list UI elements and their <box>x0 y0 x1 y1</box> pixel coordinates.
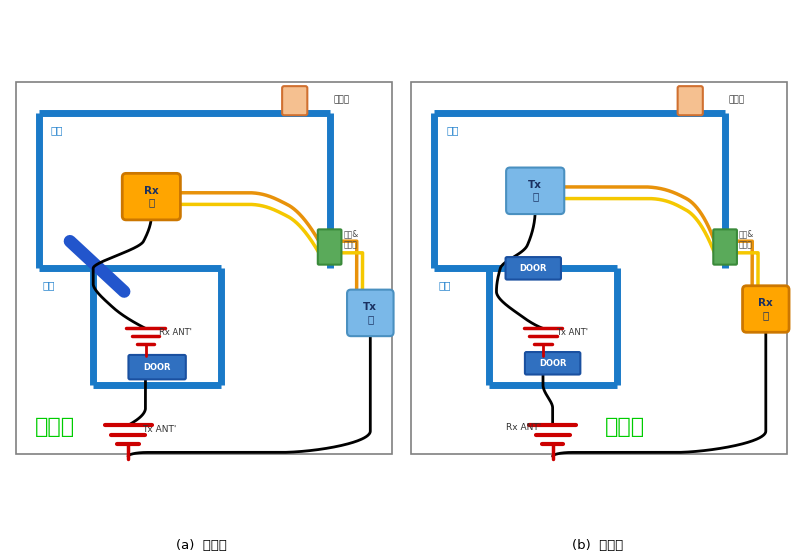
Text: 내실: 내실 <box>51 125 63 135</box>
Text: DOOR: DOOR <box>520 264 547 273</box>
Text: Rx
랙: Rx 랙 <box>759 298 773 320</box>
Text: Tx ANT': Tx ANT' <box>142 425 176 434</box>
FancyBboxPatch shape <box>318 229 342 264</box>
Text: Rx
랙: Rx 랙 <box>144 186 159 207</box>
Text: 필터&
도파관: 필터& 도파관 <box>343 229 358 249</box>
FancyBboxPatch shape <box>713 229 737 264</box>
Text: DOOR: DOOR <box>539 359 566 368</box>
Text: 전실: 전실 <box>438 280 451 290</box>
FancyBboxPatch shape <box>347 290 394 336</box>
Text: 필터&
도파관: 필터& 도파관 <box>739 229 754 249</box>
FancyBboxPatch shape <box>282 86 308 115</box>
FancyBboxPatch shape <box>123 173 180 220</box>
FancyBboxPatch shape <box>525 352 581 375</box>
FancyBboxPatch shape <box>743 286 789 332</box>
Text: (b)  역방향: (b) 역방향 <box>572 538 623 552</box>
Text: Tx
랙: Tx 랙 <box>363 302 377 324</box>
Text: Tx ANT': Tx ANT' <box>557 328 589 337</box>
Text: Rx ANT': Rx ANT' <box>506 423 541 432</box>
Text: (a)  정방향: (a) 정방향 <box>176 538 227 552</box>
Text: Tx
랙: Tx 랙 <box>528 180 542 202</box>
Text: 정방향: 정방향 <box>35 417 75 437</box>
Text: 허니컴: 허니컴 <box>334 95 350 104</box>
FancyBboxPatch shape <box>128 355 186 380</box>
Text: 역방향: 역방향 <box>605 417 645 437</box>
Text: 내실: 내실 <box>446 125 459 135</box>
Text: 전실: 전실 <box>43 280 55 290</box>
FancyBboxPatch shape <box>506 168 564 214</box>
FancyBboxPatch shape <box>678 86 703 115</box>
Text: Rx ANT': Rx ANT' <box>159 328 192 337</box>
Text: DOOR: DOOR <box>143 363 171 372</box>
FancyBboxPatch shape <box>505 257 561 280</box>
Text: 허니컴: 허니컴 <box>729 95 745 104</box>
